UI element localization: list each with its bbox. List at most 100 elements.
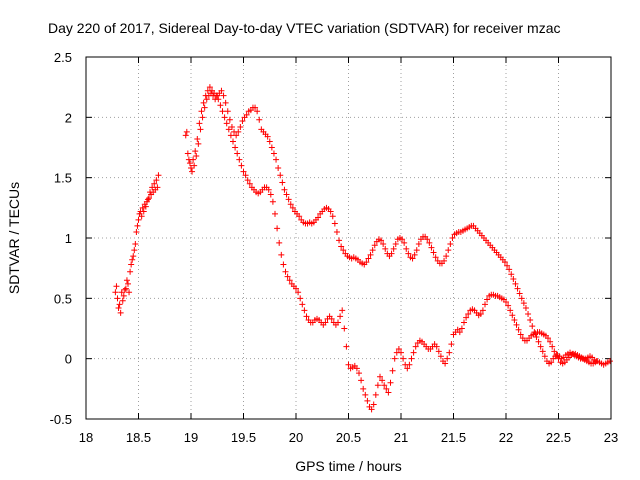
data-point xyxy=(410,349,417,356)
x-tick-label: 18 xyxy=(79,430,93,445)
data-point xyxy=(340,247,347,254)
data-point xyxy=(315,214,322,221)
data-point xyxy=(118,289,125,296)
data-point xyxy=(227,132,234,139)
data-point xyxy=(477,311,484,318)
data-point xyxy=(328,315,335,322)
data-point xyxy=(287,201,294,208)
data-point xyxy=(133,228,140,235)
y-axis-label: SDTVAR / TECUs xyxy=(6,182,22,294)
data-point xyxy=(243,111,250,118)
data-point xyxy=(202,92,209,99)
data-point xyxy=(215,96,222,103)
data-point xyxy=(363,259,370,266)
data-point xyxy=(551,348,558,355)
data-point xyxy=(240,168,247,175)
data-point xyxy=(201,104,208,111)
data-point xyxy=(147,189,154,196)
data-point xyxy=(374,382,381,389)
x-axis-label: GPS time / hours xyxy=(295,458,402,474)
data-point xyxy=(541,353,548,360)
data-point xyxy=(289,204,296,211)
data-point xyxy=(337,313,344,320)
data-point xyxy=(265,186,272,193)
data-point xyxy=(445,247,452,254)
data-point xyxy=(463,314,470,321)
data-point xyxy=(545,335,551,342)
data-point xyxy=(503,298,509,305)
data-point xyxy=(385,389,392,396)
y-tick-label: 2 xyxy=(65,110,72,125)
data-point xyxy=(200,99,207,106)
data-point xyxy=(507,307,514,314)
data-point xyxy=(513,321,520,328)
data-point xyxy=(122,285,129,292)
data-point xyxy=(146,195,152,202)
data-point xyxy=(549,343,556,350)
data-point xyxy=(356,370,362,377)
data-point xyxy=(126,289,133,296)
data-point xyxy=(362,391,369,398)
data-point xyxy=(345,361,352,368)
x-tick-label: 19 xyxy=(184,430,198,445)
data-point xyxy=(404,365,411,372)
data-point xyxy=(220,92,227,99)
data-point xyxy=(272,210,278,217)
data-point xyxy=(390,245,397,252)
data-point xyxy=(400,355,407,362)
data-point xyxy=(246,180,253,187)
data-point xyxy=(244,177,251,184)
data-point xyxy=(138,213,145,220)
x-tick-label: 20 xyxy=(289,430,303,445)
data-point xyxy=(115,304,122,311)
data-point xyxy=(221,114,228,121)
data-point xyxy=(224,108,231,115)
y-tick-label: 1.5 xyxy=(54,171,72,186)
data-point xyxy=(134,222,141,229)
data-point xyxy=(183,128,190,135)
data-point xyxy=(408,355,415,362)
data-point xyxy=(144,196,151,203)
data-point xyxy=(127,268,134,275)
data-point xyxy=(140,208,147,215)
data-point xyxy=(218,87,225,94)
data-point xyxy=(395,346,402,353)
data-point xyxy=(234,150,241,157)
data-point xyxy=(228,123,235,130)
data-point xyxy=(274,225,281,232)
data-point xyxy=(193,152,200,159)
data-point xyxy=(446,349,453,356)
data-point xyxy=(449,235,456,241)
data-point xyxy=(235,128,242,135)
data-point xyxy=(301,307,308,314)
data-point xyxy=(443,253,450,260)
data-point xyxy=(461,319,467,326)
y-tick-label: 0 xyxy=(65,352,72,367)
data-point xyxy=(426,239,433,246)
data-point xyxy=(129,256,136,263)
data-point xyxy=(191,162,198,169)
data-point xyxy=(509,312,516,319)
data-point xyxy=(182,132,189,139)
data-point xyxy=(358,377,365,384)
data-point xyxy=(432,254,439,261)
data-point xyxy=(329,213,336,220)
data-point xyxy=(381,382,388,389)
data-point xyxy=(424,236,431,243)
data-point xyxy=(232,144,239,151)
data-point xyxy=(155,172,162,179)
data-point xyxy=(442,360,449,367)
data-point xyxy=(213,92,220,99)
data-point xyxy=(458,325,465,332)
data-point xyxy=(195,140,202,147)
data-point xyxy=(268,144,275,151)
data-point xyxy=(479,307,486,314)
data-point xyxy=(226,116,233,123)
data-point xyxy=(539,348,546,355)
data-point xyxy=(380,241,387,248)
data-point xyxy=(264,133,271,140)
data-point xyxy=(403,245,410,252)
data-point xyxy=(398,349,404,356)
x-tick-label: 18.5 xyxy=(126,430,151,445)
